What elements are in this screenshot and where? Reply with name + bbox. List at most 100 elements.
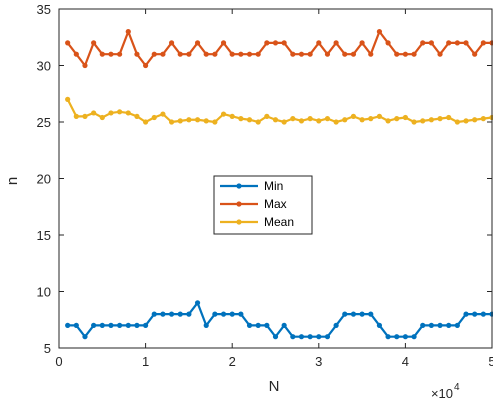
y-tick-label: 30 — [37, 59, 51, 74]
data-point — [134, 322, 140, 328]
data-point — [264, 40, 270, 46]
data-point — [125, 110, 131, 116]
data-point — [168, 311, 175, 317]
data-point — [463, 40, 469, 46]
data-point — [203, 118, 209, 124]
data-point — [108, 322, 114, 328]
data-point — [186, 117, 192, 123]
x-tick-label: 3 — [315, 354, 322, 369]
data-point — [411, 51, 417, 57]
data-point — [411, 119, 417, 125]
data-point — [108, 110, 114, 116]
data-point — [212, 51, 218, 57]
series-layer — [65, 29, 493, 340]
data-point — [342, 51, 348, 57]
data-point — [203, 322, 209, 328]
data-point — [203, 51, 209, 57]
data-point — [82, 113, 88, 119]
data-point — [437, 116, 443, 122]
x-tick-label: 1 — [142, 354, 149, 369]
y-tick-label: 10 — [37, 285, 51, 300]
data-point — [333, 119, 339, 125]
data-point — [99, 51, 105, 57]
data-point — [428, 322, 434, 328]
data-point — [463, 311, 469, 317]
data-point — [151, 311, 157, 317]
data-point — [316, 334, 322, 340]
data-point — [229, 51, 235, 57]
data-point — [298, 334, 305, 340]
data-point — [134, 113, 140, 119]
data-point — [385, 118, 391, 124]
legend-marker — [236, 201, 242, 207]
series-mean — [65, 96, 493, 125]
data-point — [177, 51, 183, 57]
data-point — [212, 119, 218, 125]
data-point — [117, 51, 123, 57]
data-point — [385, 40, 391, 46]
data-point — [246, 117, 253, 123]
data-point — [480, 116, 486, 122]
data-point — [238, 311, 244, 317]
legend-item-max: Max — [220, 197, 287, 211]
data-point — [307, 116, 313, 122]
data-point — [65, 322, 71, 328]
data-point — [65, 40, 71, 46]
data-point — [143, 322, 149, 328]
data-point — [359, 311, 365, 317]
data-point — [472, 311, 478, 317]
data-point — [220, 40, 227, 46]
data-point — [91, 322, 97, 328]
data-point — [480, 40, 486, 46]
data-point — [160, 311, 166, 317]
series-min — [65, 300, 493, 340]
data-point — [350, 311, 357, 317]
y-tick-label: 25 — [37, 115, 51, 130]
data-point — [160, 51, 166, 57]
data-point — [117, 109, 123, 115]
data-point — [333, 322, 339, 328]
data-point — [117, 322, 123, 328]
data-point — [420, 40, 426, 46]
data-point — [143, 62, 149, 69]
data-point — [290, 51, 296, 57]
data-point — [324, 51, 331, 57]
data-point — [324, 334, 331, 340]
data-point — [194, 40, 201, 46]
svg-text:×10: ×10 — [431, 386, 453, 401]
data-point — [229, 113, 235, 119]
data-point — [125, 29, 131, 35]
data-point — [290, 334, 296, 340]
data-point — [454, 119, 460, 125]
data-point — [402, 51, 408, 57]
x-tick-label: 5 — [488, 354, 493, 369]
data-point — [307, 334, 313, 340]
data-point — [168, 119, 175, 125]
y-tick-label: 35 — [37, 2, 51, 17]
data-point — [246, 322, 253, 328]
data-point — [394, 334, 400, 340]
legend-item-mean: Mean — [220, 215, 294, 229]
legend-label: Min — [264, 179, 283, 193]
data-point — [194, 117, 201, 123]
data-point — [151, 114, 157, 121]
data-point — [394, 51, 400, 57]
data-point — [454, 40, 460, 46]
y-tick-label: 5 — [44, 341, 51, 356]
data-point — [446, 322, 452, 328]
data-point — [160, 111, 166, 117]
data-point — [91, 110, 97, 116]
data-point — [108, 51, 114, 57]
data-point — [238, 51, 244, 57]
data-point — [402, 334, 408, 340]
series-max — [65, 29, 493, 69]
data-point — [298, 118, 305, 124]
data-point — [134, 51, 140, 57]
exponent-multiply: × — [431, 386, 439, 401]
data-point — [143, 119, 149, 125]
data-point — [368, 116, 374, 122]
data-point — [281, 119, 287, 125]
data-point — [281, 322, 287, 328]
data-point — [264, 322, 270, 328]
x-axis-label: N — [269, 378, 280, 395]
